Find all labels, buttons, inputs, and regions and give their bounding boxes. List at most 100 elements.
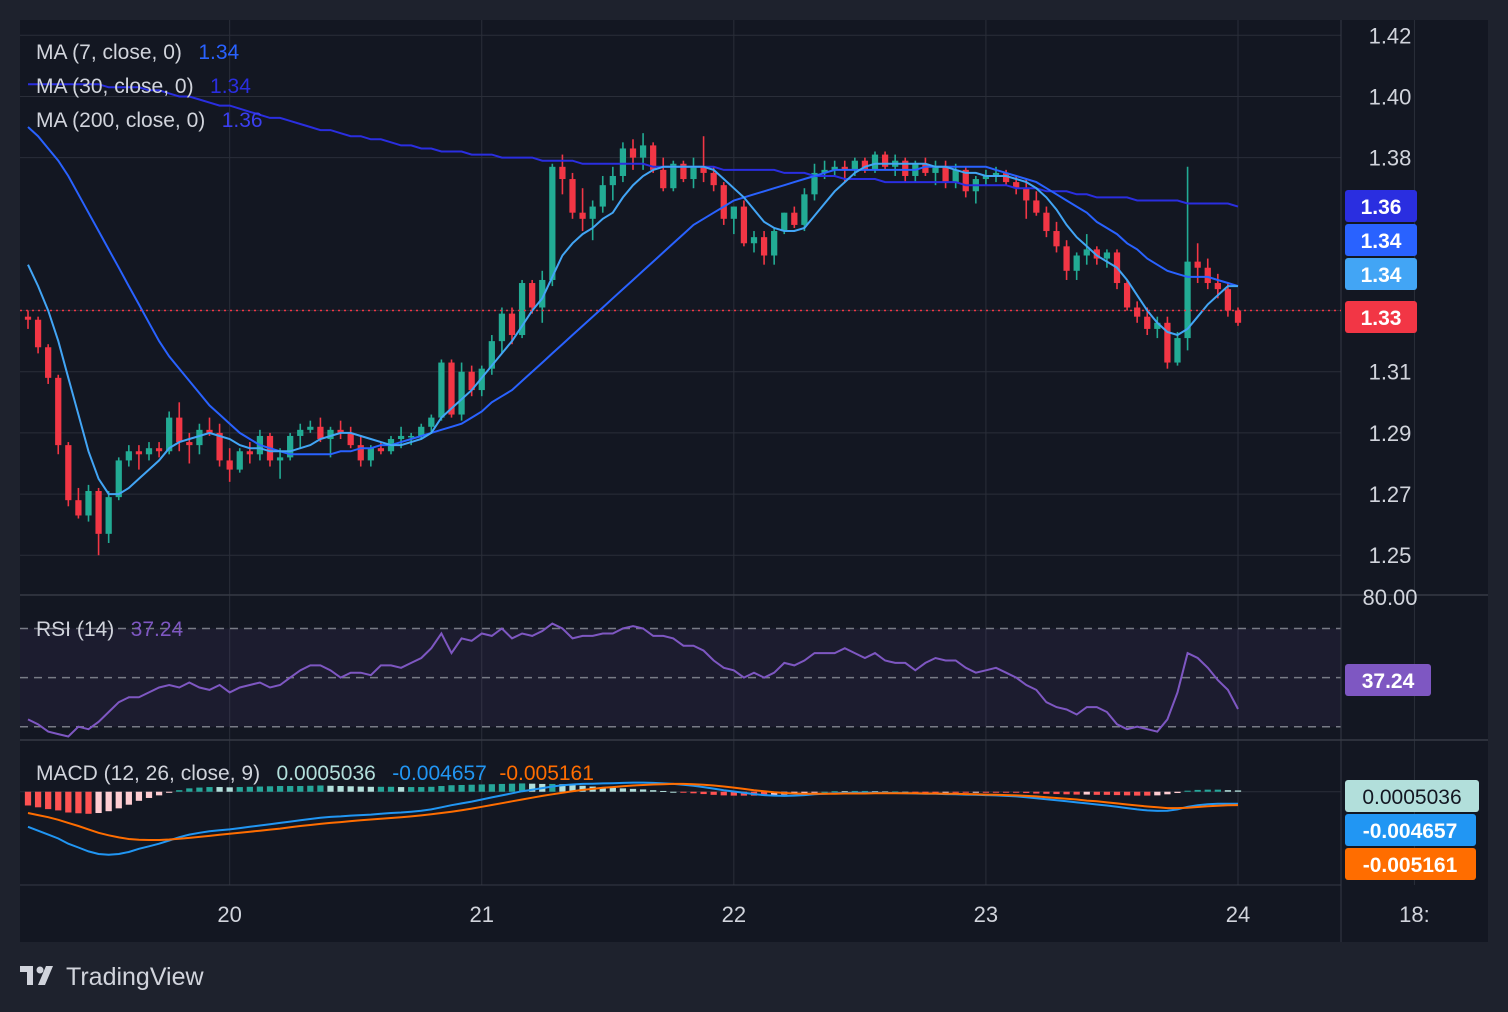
candle-body: [448, 362, 455, 415]
macd-histogram-bar: [700, 791, 707, 795]
candle-body: [720, 185, 727, 219]
ma30-legend[interactable]: MA (30, close, 0) 1.34: [36, 75, 251, 98]
candle-body: [861, 160, 869, 170]
rsi-legend[interactable]: RSI (14) 37.24: [36, 618, 184, 641]
macd-histogram-bar: [1053, 791, 1060, 795]
candle-body: [176, 417, 183, 443]
candle: [55, 374, 62, 455]
time-axis-ticks[interactable]: 20 21 22 23 24 18:: [217, 902, 1429, 927]
macd-histogram-bar: [478, 784, 485, 792]
candle-body: [428, 417, 435, 427]
macd-legend-signal: -0.005161: [499, 762, 594, 785]
macd-histogram-bar: [771, 791, 778, 796]
candle: [579, 188, 586, 232]
ma200-legend[interactable]: MA (200, close, 0) 1.36: [36, 109, 263, 132]
candle: [982, 169, 990, 186]
macd-histogram-bar: [397, 787, 405, 792]
macd-histogram-bar: [135, 791, 143, 801]
macd-histogram-bar: [55, 791, 62, 811]
macd-histogram-bar: [1154, 791, 1161, 796]
macd-histogram-bar: [448, 785, 455, 792]
candle-body: [105, 497, 112, 534]
candle: [34, 316, 42, 354]
macd-histogram-bar: [902, 791, 909, 793]
time-axis-tick: 21: [470, 902, 494, 927]
chart-panel[interactable]: [20, 20, 1488, 942]
ma7-legend[interactable]: MA (7, close, 0) 1.34: [36, 41, 240, 64]
candle: [85, 484, 92, 522]
ma30-badge-text: 1.34: [1361, 264, 1402, 287]
macd-histogram-bar: [942, 791, 949, 793]
macd-histogram-bar: [851, 790, 858, 792]
candle-body: [1093, 249, 1100, 259]
candle-body: [1002, 172, 1010, 183]
candle-body: [549, 166, 556, 280]
macd-hist-badge: 0.0005036: [1345, 780, 1479, 812]
candle-body: [982, 175, 990, 180]
candle: [801, 188, 808, 232]
macd-histogram-bar: [196, 787, 203, 792]
candle: [1154, 316, 1161, 339]
macd-histogram-bar: [811, 791, 818, 793]
candle-body: [75, 500, 82, 516]
macd-histogram-bar: [226, 787, 233, 792]
tradingview-logo[interactable]: TradingView: [20, 963, 205, 991]
time-axis-tick: 20: [217, 902, 241, 927]
candle: [1053, 221, 1060, 253]
candle-body: [287, 435, 294, 458]
ma7-legend-value: 1.34: [198, 41, 239, 64]
macd-histogram-bar: [418, 787, 425, 792]
macd-histogram-bar: [75, 791, 82, 814]
macd-legend[interactable]: MACD (12, 26, close, 9) 0.0005036 -0.004…: [36, 762, 594, 785]
macd-histogram-bar: [1083, 791, 1090, 795]
candle-body: [1224, 289, 1232, 311]
candle-body: [206, 429, 213, 433]
candle: [619, 142, 627, 183]
candle-body: [569, 179, 576, 213]
candle: [246, 442, 253, 464]
macd-histogram-bar: [236, 787, 243, 792]
candle-body: [1073, 255, 1080, 271]
macd-line-badge: -0.004657: [1345, 814, 1476, 846]
candle: [1174, 331, 1181, 366]
macd-histogram-bar: [387, 786, 395, 792]
rsi-badge-text: 37.24: [1362, 670, 1415, 693]
macd-histogram-bar: [1033, 791, 1040, 794]
price-axis-tick: 1.40: [1369, 84, 1412, 109]
candle-body: [347, 432, 354, 446]
macd-histogram-bar: [1103, 791, 1111, 795]
macd-histogram-bar: [438, 786, 445, 792]
candle: [226, 448, 233, 482]
candle-body: [468, 371, 475, 391]
ma200-price-badge: 1.36: [1345, 190, 1417, 222]
candle-body: [962, 169, 969, 192]
macd-histogram-bar: [276, 786, 284, 792]
macd-histogram-bar: [347, 786, 354, 792]
candle-body: [1174, 338, 1181, 363]
candle: [811, 163, 818, 201]
last-price-badge: 1.33: [1345, 301, 1417, 333]
candle-body: [95, 491, 102, 534]
candle: [508, 307, 516, 345]
macd-histogram-bar: [529, 783, 536, 792]
macd-histogram-bar: [105, 791, 112, 812]
candle-body: [186, 442, 193, 446]
candle-body: [710, 172, 717, 186]
tradingview-brand-name: TradingView: [66, 963, 205, 991]
candle-body: [196, 429, 203, 446]
candle: [276, 448, 284, 479]
candle: [569, 172, 576, 219]
macd-histogram-bar: [609, 787, 616, 792]
price-axis-ticks[interactable]: 1.42 1.40 1.38 1.31 1.29 1.27 1.25: [1369, 23, 1412, 568]
candle-body: [760, 237, 768, 256]
price-axis-tick: 1.31: [1369, 360, 1412, 385]
macd-histogram-bar: [287, 786, 294, 792]
candle-body: [1013, 182, 1020, 189]
candle-body: [246, 451, 253, 455]
candle: [529, 279, 536, 314]
macd-histogram-bar: [307, 785, 314, 792]
macd-histogram-bar: [1234, 790, 1242, 792]
macd-legend-macd: -0.004657: [392, 762, 487, 785]
macd-histogram-bar: [801, 791, 808, 794]
